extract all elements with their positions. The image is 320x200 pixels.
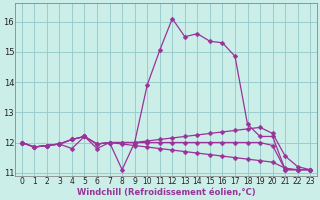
X-axis label: Windchill (Refroidissement éolien,°C): Windchill (Refroidissement éolien,°C) (77, 188, 255, 197)
